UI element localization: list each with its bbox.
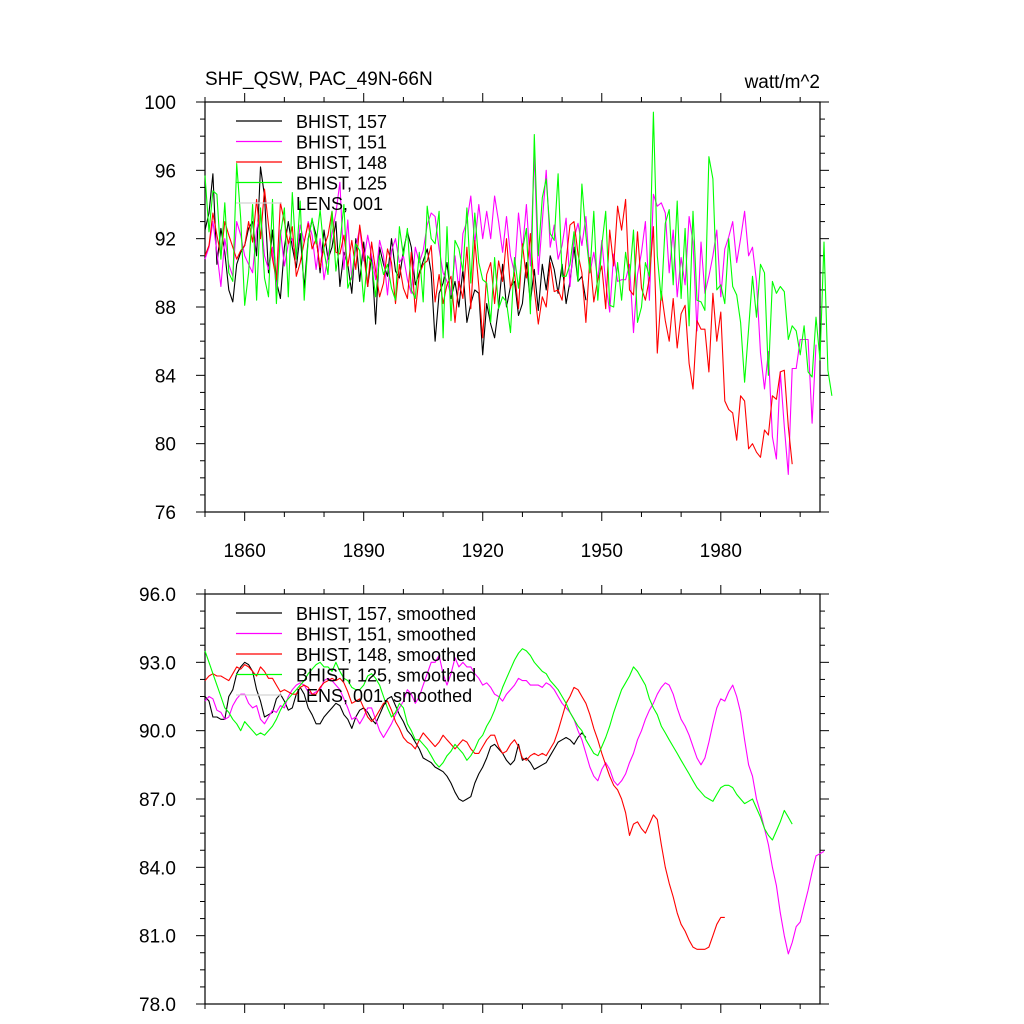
top-chart-units: watt/m^2 — [744, 72, 820, 93]
y-tick-label: 84.0 — [139, 858, 176, 879]
y-tick-label: 78.0 — [139, 995, 176, 1016]
top-series-group — [204, 111, 833, 475]
bottom-axis-ticks: 78.0 81.0 84.0 87.0 90.0 93.0 96.0 — [139, 585, 829, 1016]
top-chart-title: SHF_QSW, PAC_49N-66N — [205, 69, 433, 90]
y-tick-label: 76 — [155, 503, 176, 524]
y-tick-label: 88 — [155, 298, 176, 319]
x-tick-label: 1890 — [343, 541, 385, 562]
x-tick-label: 1980 — [700, 541, 742, 562]
y-tick-label: 90.0 — [139, 722, 176, 743]
y-tick-label: 100 — [144, 93, 176, 114]
bottom-panel: 78.0 81.0 84.0 87.0 90.0 93.0 96.0 BHIST, 157,… — [139, 585, 829, 1016]
legend-label: LENS, 001 — [296, 194, 383, 214]
legend-label: BHIST, 148 — [296, 153, 387, 173]
y-tick-label: 96 — [155, 161, 176, 182]
series-line-bhist-125 — [204, 111, 833, 396]
series-line-bhist-157 — [204, 166, 587, 356]
x-tick-label: 1920 — [462, 541, 504, 562]
bottom-series-group — [204, 648, 825, 955]
x-tick-label: 1860 — [224, 541, 266, 562]
y-tick-label: 80 — [155, 435, 176, 456]
top-axis-ticks: 76 80 84 88 92 96 100 1860 1890 1920 1950 1980 — [144, 93, 829, 562]
y-tick-label: 96.0 — [139, 585, 176, 606]
series-line-bhist-148-smoothed — [204, 664, 725, 950]
legend-label: BHIST, 151 — [296, 133, 387, 153]
top-panel: SHF_QSW, PAC_49N-66N watt/m^2 76 80 84 88 92… — [144, 69, 833, 562]
y-tick-label: 87.0 — [139, 790, 176, 811]
series-line-bhist-157-smoothed — [204, 661, 587, 802]
legend-label: BHIST, 148, smoothed — [296, 645, 476, 665]
legend-label: BHIST, 157 — [296, 112, 387, 132]
legend-label: LENS, 001, smoothed — [296, 686, 472, 706]
series-line-bhist-151-smoothed — [204, 654, 825, 955]
x-tick-label: 1950 — [581, 541, 623, 562]
legend-label: BHIST, 125 — [296, 174, 387, 194]
y-tick-label: 93.0 — [139, 653, 176, 674]
series-line-bhist-125-smoothed — [204, 648, 793, 841]
y-tick-label: 92 — [155, 230, 176, 251]
y-tick-label: 81.0 — [139, 927, 176, 948]
y-tick-label: 84 — [155, 366, 177, 387]
legend-label: BHIST, 151, smoothed — [296, 625, 476, 645]
series-line-bhist-148 — [204, 188, 793, 465]
legend-label: BHIST, 125, smoothed — [296, 666, 476, 686]
legend-label: BHIST, 157, smoothed — [296, 604, 476, 624]
